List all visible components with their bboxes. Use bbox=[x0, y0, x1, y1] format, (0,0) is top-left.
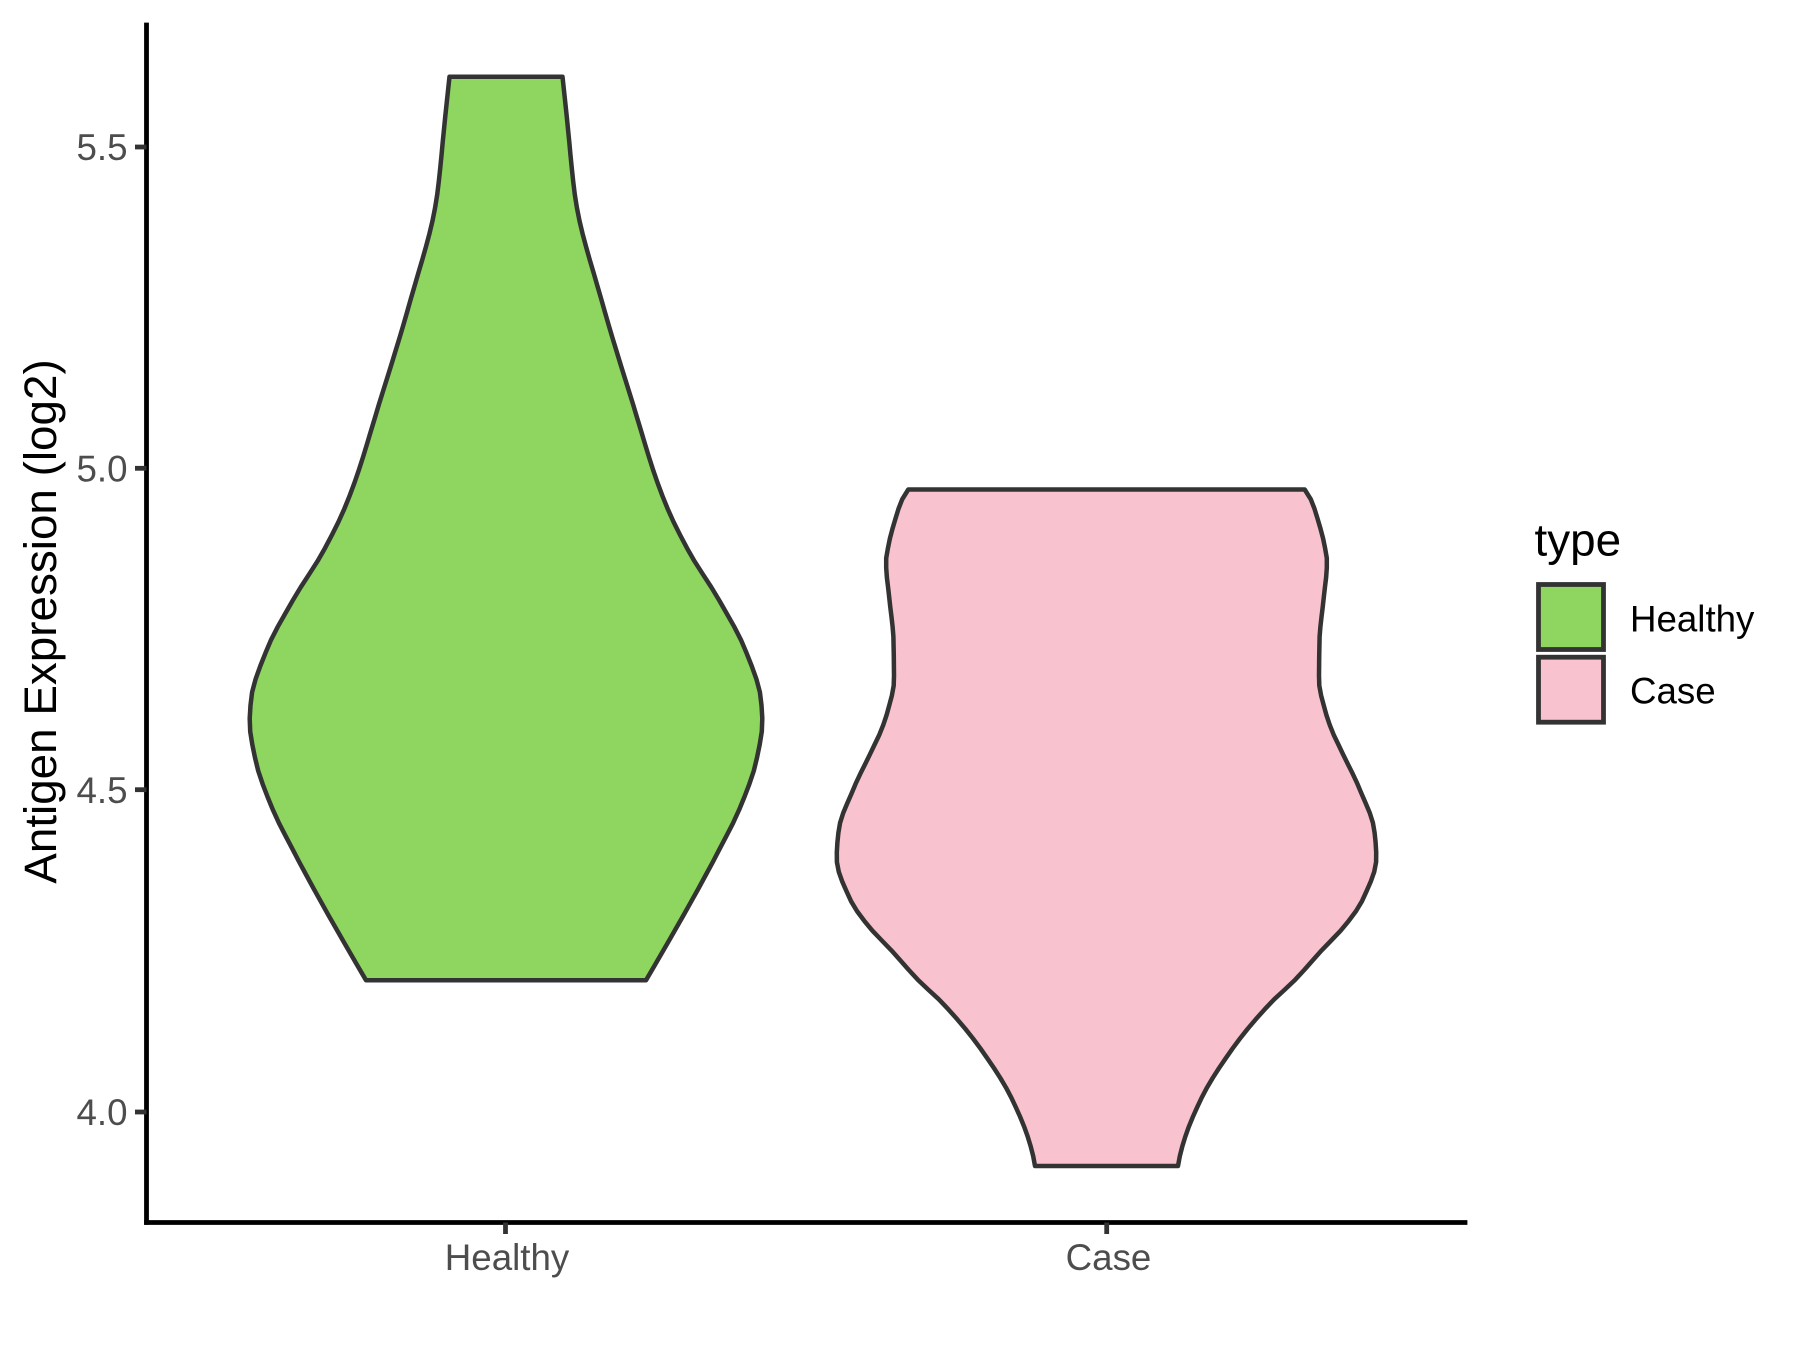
svg-text:4.0: 4.0 bbox=[76, 1092, 127, 1133]
svg-text:type: type bbox=[1535, 514, 1622, 565]
svg-text:5.0: 5.0 bbox=[76, 449, 127, 490]
svg-text:4.5: 4.5 bbox=[76, 770, 127, 811]
svg-text:5.5: 5.5 bbox=[76, 127, 127, 168]
svg-text:Case: Case bbox=[1630, 671, 1716, 712]
svg-text:Healthy: Healthy bbox=[1630, 598, 1755, 639]
svg-text:Antigen Expression (log2): Antigen Expression (log2) bbox=[15, 359, 66, 883]
svg-text:Healthy: Healthy bbox=[445, 1237, 570, 1278]
svg-text:Case: Case bbox=[1066, 1237, 1152, 1278]
